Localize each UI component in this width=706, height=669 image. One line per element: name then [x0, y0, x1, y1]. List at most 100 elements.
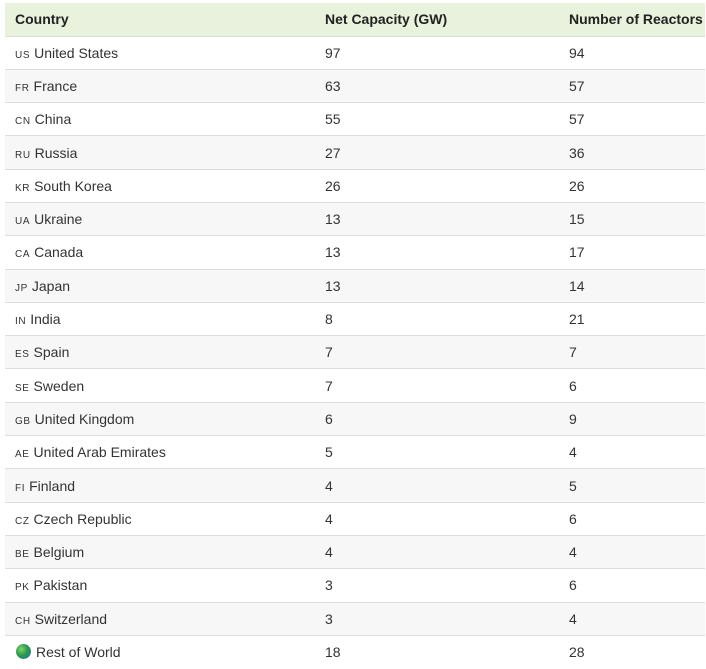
net-capacity-cell: 13	[325, 211, 341, 228]
country-name: Belgium	[33, 544, 85, 561]
reactors-cell: 57	[569, 77, 585, 94]
country-cell: Rest of World	[5, 635, 315, 668]
net-capacity-cell: 63	[325, 77, 341, 94]
header-country[interactable]: Country	[15, 11, 69, 28]
country-cell: BE Belgium	[5, 535, 315, 568]
country-name: Canada	[34, 244, 84, 261]
table-row: Rest of World 18 28	[5, 635, 705, 669]
reactors-cell: 9	[569, 410, 577, 427]
nuclear-capacity-table: Country Net Capacity (GW) Number of Reac…	[5, 3, 705, 669]
country-code: KR	[15, 182, 31, 194]
table-row: FI Finland 4 5	[5, 468, 705, 503]
country-code: ES	[15, 349, 30, 361]
net-capacity-cell: 13	[325, 277, 341, 294]
country-cell: CH Switzerland	[5, 602, 315, 635]
country-name: Czech Republic	[33, 510, 132, 527]
reactors-cell: 17	[569, 244, 585, 261]
country-name: United Arab Emirates	[33, 444, 166, 461]
net-capacity-cell: 13	[325, 244, 341, 261]
table-row: PK Pakistan 3 6	[5, 568, 705, 603]
globe-icon	[16, 644, 31, 660]
net-capacity-cell: 26	[325, 177, 341, 194]
country-cell: ES Spain	[5, 336, 315, 369]
country-code: US	[15, 49, 31, 61]
country-name: Pakistan	[33, 577, 88, 594]
country-cell: AE United Arab Emirates	[5, 436, 315, 469]
net-capacity-cell: 4	[325, 544, 333, 561]
net-capacity-cell: 6	[325, 410, 333, 427]
country-code: AE	[15, 449, 30, 461]
net-capacity-cell: 7	[325, 377, 333, 394]
country-code: FI	[15, 482, 26, 494]
country-name: Switzerland	[34, 610, 108, 627]
reactors-cell: 6	[569, 577, 577, 594]
country-cell: CZ Czech Republic	[5, 502, 315, 535]
country-code: GB	[15, 415, 31, 427]
reactors-cell: 15	[569, 211, 585, 228]
country-code: JP	[15, 282, 28, 294]
country-name: Spain	[33, 344, 70, 361]
country-cell: PK Pakistan	[5, 569, 315, 602]
country-code: PK	[15, 582, 30, 594]
table-row: RU Russia 27 36	[5, 135, 705, 170]
country-cell: CA Canada	[5, 236, 315, 269]
country-cell: US United States	[5, 36, 315, 69]
reactors-cell: 14	[569, 277, 585, 294]
reactors-cell: 7	[569, 344, 577, 361]
country-code: CA	[15, 249, 31, 261]
country-name: China	[34, 111, 72, 128]
net-capacity-cell: 27	[325, 144, 341, 161]
table-row: AE United Arab Emirates 5 4	[5, 435, 705, 469]
table-row: CZ Czech Republic 4 6	[5, 502, 705, 536]
country-name: Finland	[29, 477, 76, 494]
country-name: Sweden	[33, 377, 85, 394]
reactors-cell: 4	[569, 544, 577, 561]
table-row: JP Japan 13 14	[5, 269, 705, 303]
reactors-cell: 28	[569, 644, 585, 661]
country-code: FR	[15, 82, 30, 94]
table-row: KR South Korea 26 26	[5, 169, 705, 203]
country-name: Ukraine	[34, 211, 83, 228]
net-capacity-cell: 8	[325, 311, 333, 328]
reactors-cell: 6	[569, 510, 577, 527]
country-name: Japan	[31, 277, 71, 294]
header-number-of-reactors[interactable]: Number of Reactors	[569, 11, 703, 28]
table-row: CN China 55 57	[5, 102, 705, 136]
net-capacity-cell: 5	[325, 444, 333, 461]
country-name: France	[33, 77, 78, 94]
country-cell: FI Finland	[5, 469, 315, 502]
table-row: US United States 97 94	[5, 36, 705, 70]
table-row: FR France 63 57	[5, 69, 705, 103]
net-capacity-cell: 7	[325, 344, 333, 361]
country-code: SE	[15, 382, 30, 394]
reactors-cell: 4	[569, 610, 577, 627]
country-cell: FR France	[5, 69, 315, 102]
country-name: India	[30, 311, 61, 328]
table-row: CH Switzerland 3 4	[5, 602, 705, 636]
header-row: Country Net Capacity (GW) Number of Reac…	[5, 3, 705, 36]
table-row: GB United Kingdom 6 9	[5, 402, 705, 436]
country-name: Russia	[34, 144, 78, 161]
country-name: United States	[34, 44, 119, 61]
header-net-capacity[interactable]: Net Capacity (GW)	[325, 11, 448, 28]
country-cell: CN China	[5, 103, 315, 136]
country-name: Rest of World	[36, 644, 121, 661]
country-cell: SE Sweden	[5, 369, 315, 402]
country-code: UA	[15, 216, 31, 228]
table-row: UA Ukraine 13 15	[5, 202, 705, 236]
reactors-cell: 4	[569, 444, 577, 461]
country-cell: RU Russia	[5, 136, 315, 169]
table-row: IN India 8 21	[5, 302, 705, 336]
country-cell: UA Ukraine	[5, 202, 315, 235]
table-row: SE Sweden 7 6	[5, 368, 705, 403]
net-capacity-cell: 97	[325, 44, 341, 61]
net-capacity-cell: 3	[325, 610, 333, 627]
table-body: US United States 97 94 FR France 63 57 CN China 55…	[5, 36, 705, 669]
country-cell: IN India	[5, 302, 315, 335]
country-code: CH	[15, 615, 31, 627]
country-cell: KR South Korea	[5, 169, 315, 202]
table-row: BE Belgium 4 4	[5, 535, 705, 569]
country-name: United Kingdom	[34, 410, 135, 427]
country-code: BE	[15, 549, 30, 561]
net-capacity-cell: 3	[325, 577, 333, 594]
